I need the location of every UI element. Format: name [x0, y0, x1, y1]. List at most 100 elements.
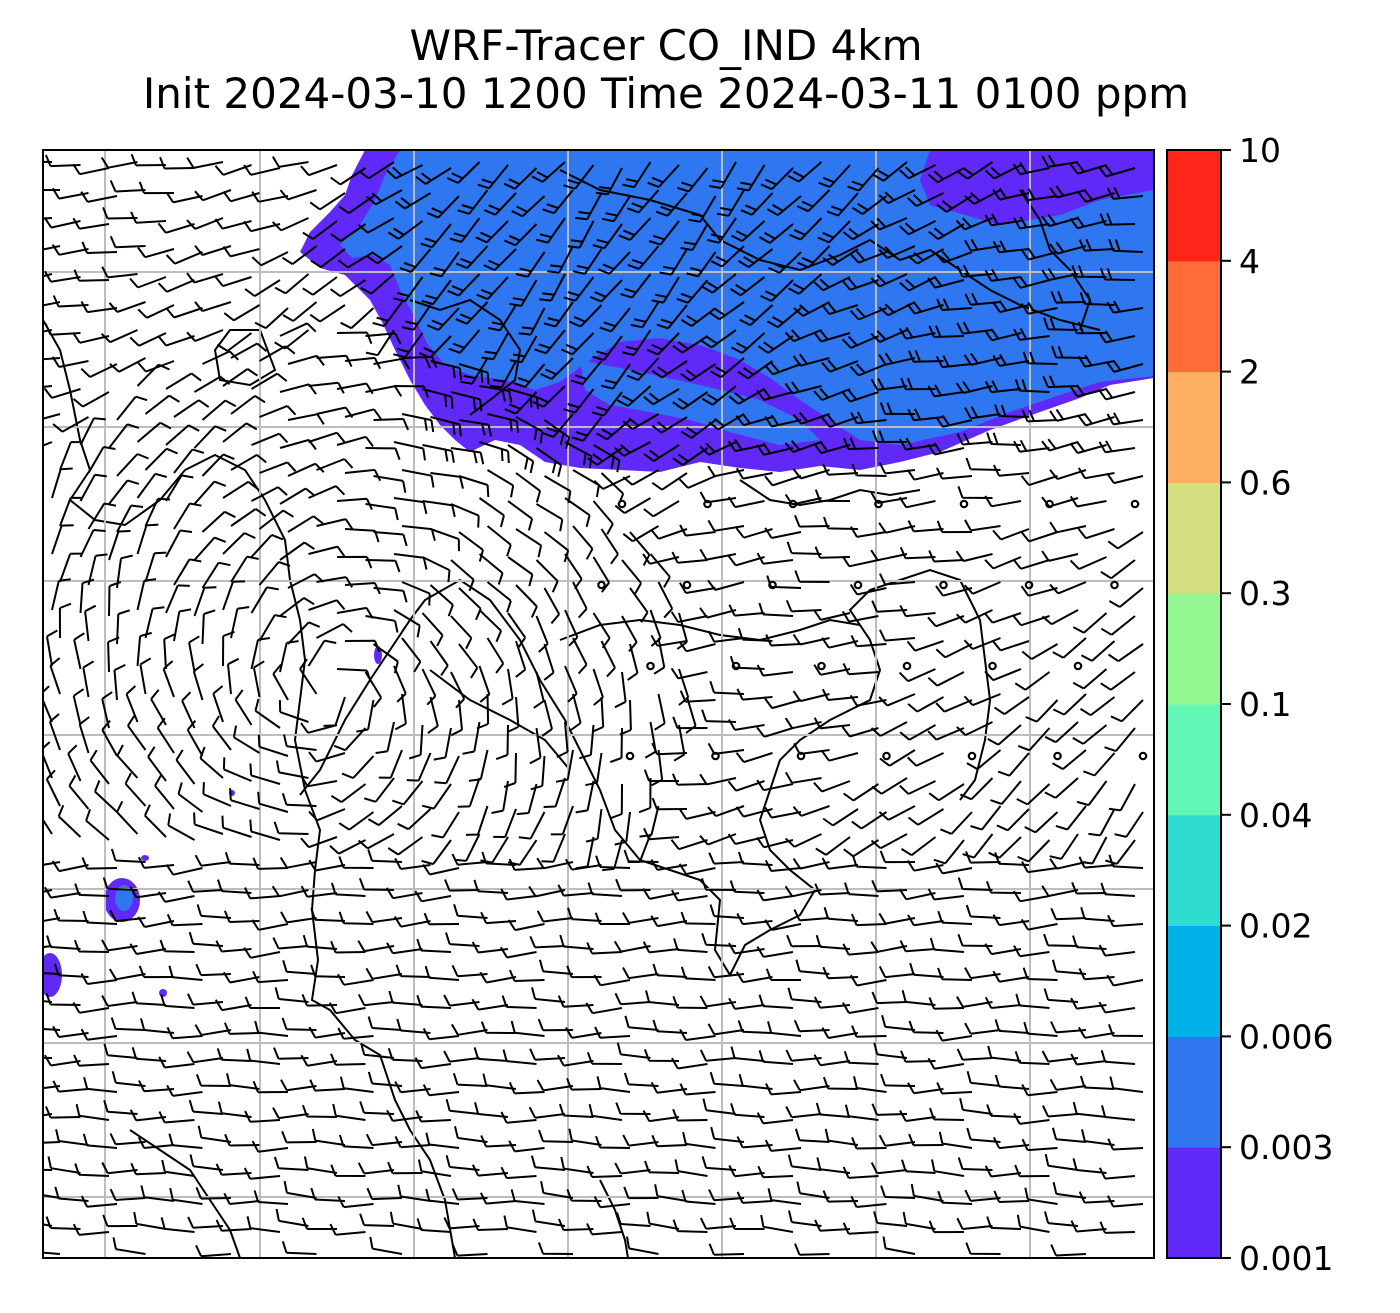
wind-barb: [388, 990, 423, 1006]
wind-barb: [46, 629, 58, 667]
wind-barb: [646, 1211, 680, 1230]
wind-barb: [870, 217, 908, 231]
wind-barb: [699, 548, 737, 561]
wind-barb: [1070, 1053, 1107, 1066]
wind-barb: [872, 161, 908, 182]
wind-barb: [478, 497, 505, 528]
wind-barb: [416, 1218, 452, 1233]
wind-barb: [518, 811, 546, 840]
wind-barb: [1080, 640, 1116, 662]
wind-barb: [394, 1135, 431, 1149]
wind-barb: [136, 421, 172, 443]
wind-barb: [194, 1024, 232, 1036]
calm-wind-marker: [959, 499, 969, 509]
wind-barb: [44, 154, 81, 168]
wind-barb: [679, 524, 716, 537]
wind-barb: [793, 1079, 830, 1092]
wind-barb: [421, 279, 452, 306]
wind-barb: [935, 862, 973, 875]
wind-barb: [300, 775, 338, 788]
wind-barb: [643, 769, 679, 782]
wind-barb: [984, 996, 1022, 1009]
wind-barb: [216, 332, 253, 352]
wind-barb: [187, 1216, 224, 1229]
wind-barb: [287, 413, 325, 425]
wind-barb: [1017, 839, 1051, 863]
wind-barb: [138, 181, 175, 195]
wind-barb: [1049, 1078, 1087, 1091]
wind-barb: [727, 833, 765, 845]
wind-barb: [251, 486, 288, 502]
wind-barb: [221, 815, 252, 838]
wind-barb: [622, 469, 659, 486]
wind-barb: [165, 584, 190, 614]
wind-barb: [963, 581, 1001, 595]
wind-barb: [898, 496, 936, 509]
wind-barb: [196, 904, 232, 919]
wind-barb: [680, 966, 716, 981]
wind-barb: [935, 699, 973, 713]
wind-barb: [596, 1076, 631, 1093]
wind-barb: [996, 808, 1030, 832]
wind-barb: [43, 160, 53, 163]
wind-barb: [72, 688, 85, 726]
wind-barb: [310, 248, 346, 268]
wind-barb: [280, 1079, 317, 1092]
wind-barb: [735, 752, 773, 764]
wind-barb: [508, 1082, 545, 1095]
calm-wind-marker: [902, 661, 912, 671]
wind-barb: [336, 435, 374, 447]
wind-barb: [672, 391, 709, 410]
wind-barb: [194, 189, 232, 202]
wind-barb: [373, 531, 408, 547]
wind-barb: [251, 432, 289, 446]
wind-barb: [429, 584, 454, 617]
wind-barb: [899, 724, 936, 741]
wind-barb: [736, 912, 773, 926]
wind-barb: [429, 251, 460, 278]
wind-barb: [89, 749, 110, 785]
wind-barb: [81, 857, 118, 870]
wind-barb: [272, 156, 309, 168]
wind-barb: [1106, 300, 1144, 314]
wind-barb: [252, 660, 265, 698]
wind-barb: [1044, 1153, 1079, 1171]
wind-barb: [927, 671, 965, 687]
wind-barb: [528, 885, 566, 898]
wind-barb: [80, 1195, 118, 1208]
wind-barb: [43, 385, 53, 388]
wind-barb: [330, 279, 367, 298]
wind-barb: [815, 1102, 851, 1118]
wind-barb: [707, 1023, 745, 1036]
wind-barb: [166, 1026, 203, 1040]
wind-barb: [158, 1056, 195, 1069]
wind-barb: [757, 1165, 794, 1179]
wind-barb: [84, 604, 97, 642]
wind-barb: [401, 581, 431, 606]
wind-barb: [195, 1244, 232, 1258]
wind-barb: [365, 559, 401, 573]
wind-barb: [1071, 882, 1107, 895]
wind-barb: [784, 440, 822, 454]
wind-barb: [43, 413, 61, 420]
wind-barb: [452, 1072, 488, 1087]
wind-barb: [927, 384, 965, 398]
wind-barb: [1020, 301, 1058, 315]
wind-barb: [529, 936, 566, 949]
co-patch-small: [141, 855, 149, 861]
wind-barb: [53, 908, 89, 922]
wind-barb: [653, 637, 666, 675]
wind-barb: [1012, 275, 1050, 289]
wind-barb: [222, 245, 260, 258]
wind-barb: [1022, 351, 1058, 365]
wind-barb: [1020, 475, 1058, 487]
wind-barb: [992, 640, 1030, 652]
wind-barb: [672, 1108, 708, 1122]
wind-barb: [360, 273, 395, 295]
wind-barb: [401, 469, 435, 488]
wind-barb: [422, 863, 460, 876]
wind-barb: [898, 326, 936, 340]
wind-barb: [602, 839, 623, 872]
wind-barb: [144, 394, 180, 415]
wind-barb: [842, 662, 879, 676]
